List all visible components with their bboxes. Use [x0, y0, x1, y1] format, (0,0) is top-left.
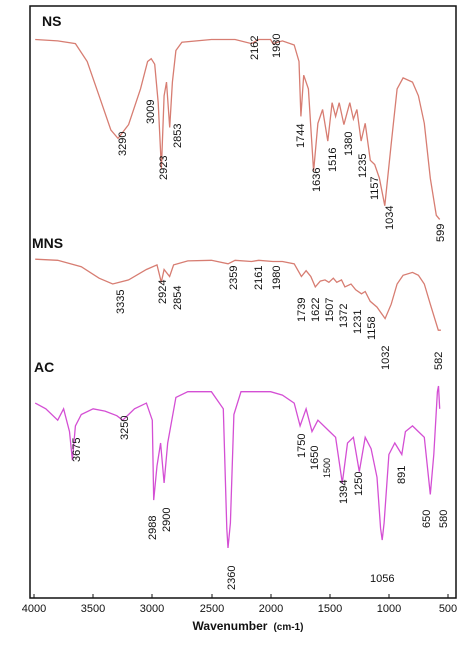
peak-label-mns: 2854 [172, 286, 184, 310]
peak-label-ns: 2923 [158, 156, 170, 180]
peak-label-mns: 1231 [352, 310, 364, 334]
panel-label-ns: NS [42, 13, 61, 29]
peak-label-mns: 2161 [253, 266, 265, 290]
panel-label-ac: AC [34, 359, 54, 375]
peak-label-mns: 1507 [324, 298, 336, 322]
peak-label-mns: 1158 [366, 316, 378, 340]
x-tick-label: 1000 [377, 603, 401, 615]
x-axis-label: Wavenumber (cm-1) [193, 619, 304, 633]
peak-label-ns: 599 [435, 224, 447, 242]
peak-label-mns: 1032 [380, 346, 392, 370]
peak-label-ns: 1157 [369, 176, 381, 200]
x-axis-unit: (cm-1) [273, 622, 303, 633]
peak-label-ac: 1250 [353, 472, 365, 496]
x-tick-label: 500 [439, 603, 457, 615]
x-tick-label: 3500 [81, 603, 105, 615]
peak-label-mns: 582 [433, 352, 445, 370]
x-axis-title: Wavenumber [193, 619, 268, 633]
peak-label-ac: 1650 [309, 446, 321, 470]
peak-label-ns: 1636 [311, 168, 323, 192]
peak-label-ac: 3250 [119, 416, 131, 440]
spectrum-line-ns [35, 38, 441, 220]
peak-label-ac: 1394 [338, 480, 350, 504]
peak-label-ns: 2853 [172, 124, 184, 148]
x-axis: 4000 3500 3000 2500 2000 1500 1000 500 [22, 594, 457, 615]
peak-label-ns: 1034 [384, 206, 396, 230]
peak-label-mns: 3335 [115, 290, 127, 314]
spectrum-line-mns [35, 258, 441, 331]
peak-label-ac: 2360 [226, 566, 238, 590]
plot-frame [29, 5, 457, 599]
x-tick-label: 3000 [140, 603, 164, 615]
peak-label-ac: 2900 [161, 508, 173, 532]
x-tick-label: 2500 [200, 603, 224, 615]
peak-label-ac: 2988 [147, 516, 159, 540]
peak-label-mns: 1622 [310, 298, 322, 322]
peak-label-ac: 1056 [370, 573, 394, 585]
x-tick-label: 2000 [259, 603, 283, 615]
peak-label-ns: 1980 [271, 34, 283, 58]
panel-label-mns: MNS [32, 235, 63, 251]
peak-label-ac: 3675 [71, 438, 83, 462]
spectrum-line-ac [34, 385, 441, 549]
peak-label-ac: 891 [396, 466, 408, 484]
peak-label-ns: 1380 [343, 132, 355, 156]
peak-label-mns: 1980 [271, 266, 283, 290]
peak-label-mns: 1739 [296, 298, 308, 322]
peak-label-ns: 1235 [357, 154, 369, 178]
peak-label-ac: 1500 [322, 458, 332, 478]
x-tick-label: 1500 [318, 603, 342, 615]
peak-label-mns: 1372 [338, 304, 350, 328]
peak-label-ns: 2162 [249, 36, 261, 60]
x-tick-label: 4000 [22, 603, 46, 615]
peak-label-ac: 580 [438, 510, 450, 528]
peak-label-ns: 3290 [117, 132, 129, 156]
peak-label-mns: 2924 [157, 280, 169, 304]
peak-label-ns: 3009 [145, 100, 157, 124]
peak-label-ns: 1516 [327, 148, 339, 172]
peak-label-mns: 2359 [228, 266, 240, 290]
peak-label-ac: 1750 [296, 434, 308, 458]
peak-label-ac: 650 [421, 510, 433, 528]
peak-label-ns: 1744 [295, 124, 307, 148]
